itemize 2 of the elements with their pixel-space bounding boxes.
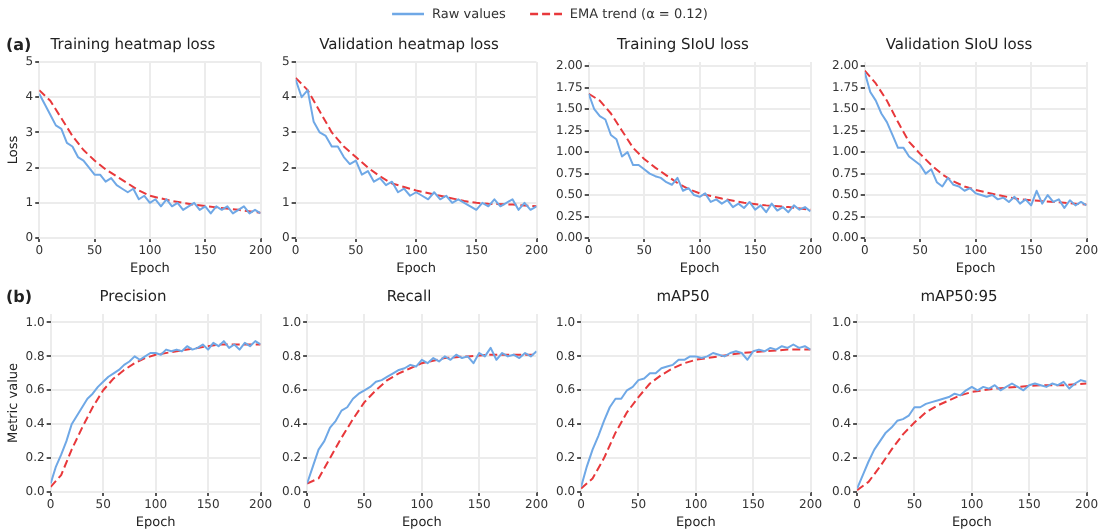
text: (a) xyxy=(6,36,32,54)
text: (b) xyxy=(6,288,33,306)
